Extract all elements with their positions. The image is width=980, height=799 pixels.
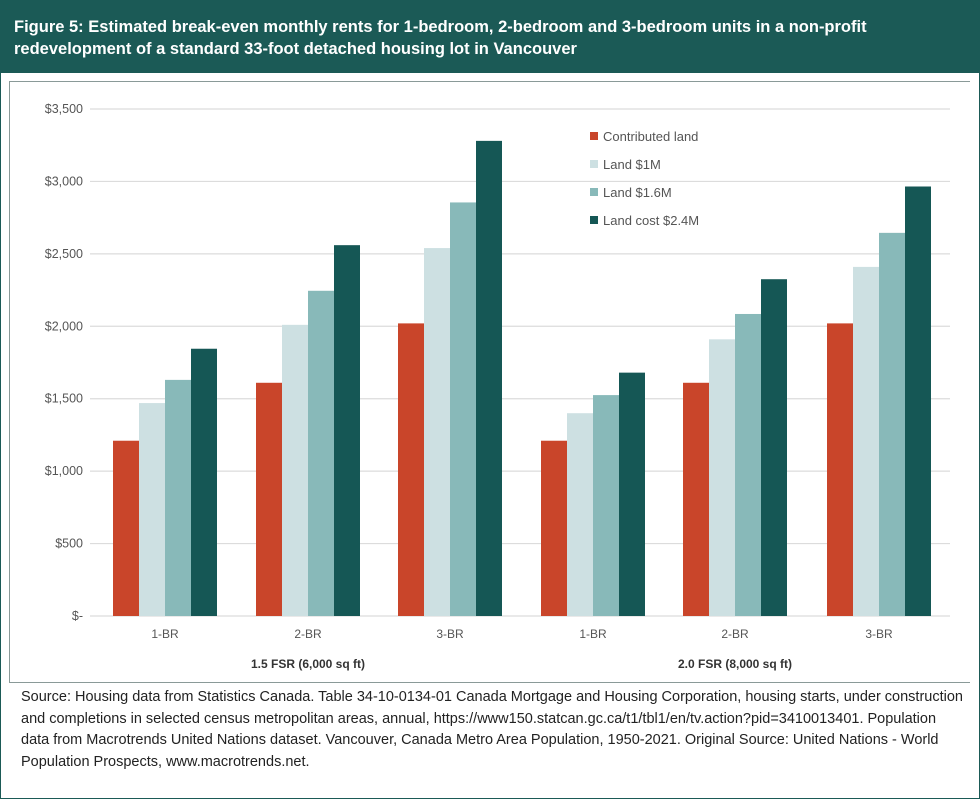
bar-land-1m [853,266,879,616]
y-tick-label: $3,500 [45,102,83,116]
y-tick-label: $- [72,609,83,623]
bar-land-1-6m [879,232,905,617]
bar-land-cost-2-4m [905,186,931,616]
legend-swatch [590,132,598,140]
group-label: 2.0 FSR (8,000 sq ft) [678,657,792,671]
chart-panel: $- $500 $1,000 $1,500 $2,000 $2,500 $3,000 $3,5… [9,81,970,683]
bar-land-1-6m [308,290,334,616]
bar-land-cost-2-4m [761,279,787,616]
legend-label: Contributed land [603,129,698,144]
figure-title: Figure 5: Estimated break-even monthly r… [14,18,867,58]
x-tick-label: 2-BR [294,627,322,641]
x-tick-label: 3-BR [436,627,464,641]
y-tick-label: $2,000 [45,319,83,333]
legend-label: Land $1.6M [603,185,672,200]
legend-swatch [590,188,598,196]
figure-header: Figure 5: Estimated break-even monthly r… [1,1,979,73]
legend-swatch [590,160,598,168]
y-tick-label: $3,000 [45,174,83,188]
bar-land-1-6m [593,395,619,616]
legend-label: Land cost $2.4M [603,213,699,228]
bar-chart: $- $500 $1,000 $1,500 $2,000 $2,500 $3,000 $3,5… [45,102,950,671]
bar-land-1-6m [165,379,191,616]
bar-land-cost-2-4m [334,245,360,616]
x-tick-label: 2-BR [721,627,749,641]
bar-land-1m [709,339,735,616]
legend-swatch [590,216,598,224]
y-tick-label: $1,000 [45,464,83,478]
bar-land-1m [424,248,450,616]
bar-contributed-land [113,440,139,616]
bar-land-cost-2-4m [619,372,645,616]
bar-contributed-land [541,440,567,616]
bar-contributed-land [683,382,709,616]
bar-land-1m [567,413,593,616]
group-label: 1.5 FSR (6,000 sq ft) [251,657,365,671]
bar-land-1-6m [735,313,761,616]
x-tick-label: 1-BR [579,627,607,641]
bar-land-cost-2-4m [191,348,217,616]
source-note: Source: Housing data from Statistics Can… [21,689,963,770]
y-tick-label: $2,500 [45,247,83,261]
y-tick-label: $1,500 [45,392,83,406]
bar-contributed-land [256,382,282,616]
bar-contributed-land [827,323,853,616]
bar-land-1m [282,324,308,616]
bar-land-1m [139,403,165,616]
x-tick-label: 1-BR [151,627,179,641]
x-tick-label: 3-BR [865,627,893,641]
bar-land-cost-2-4m [476,140,502,616]
y-tick-label: $500 [55,537,83,551]
legend-label: Land $1M [603,157,661,172]
bar-contributed-land [398,323,424,616]
bar-land-1-6m [450,202,476,616]
